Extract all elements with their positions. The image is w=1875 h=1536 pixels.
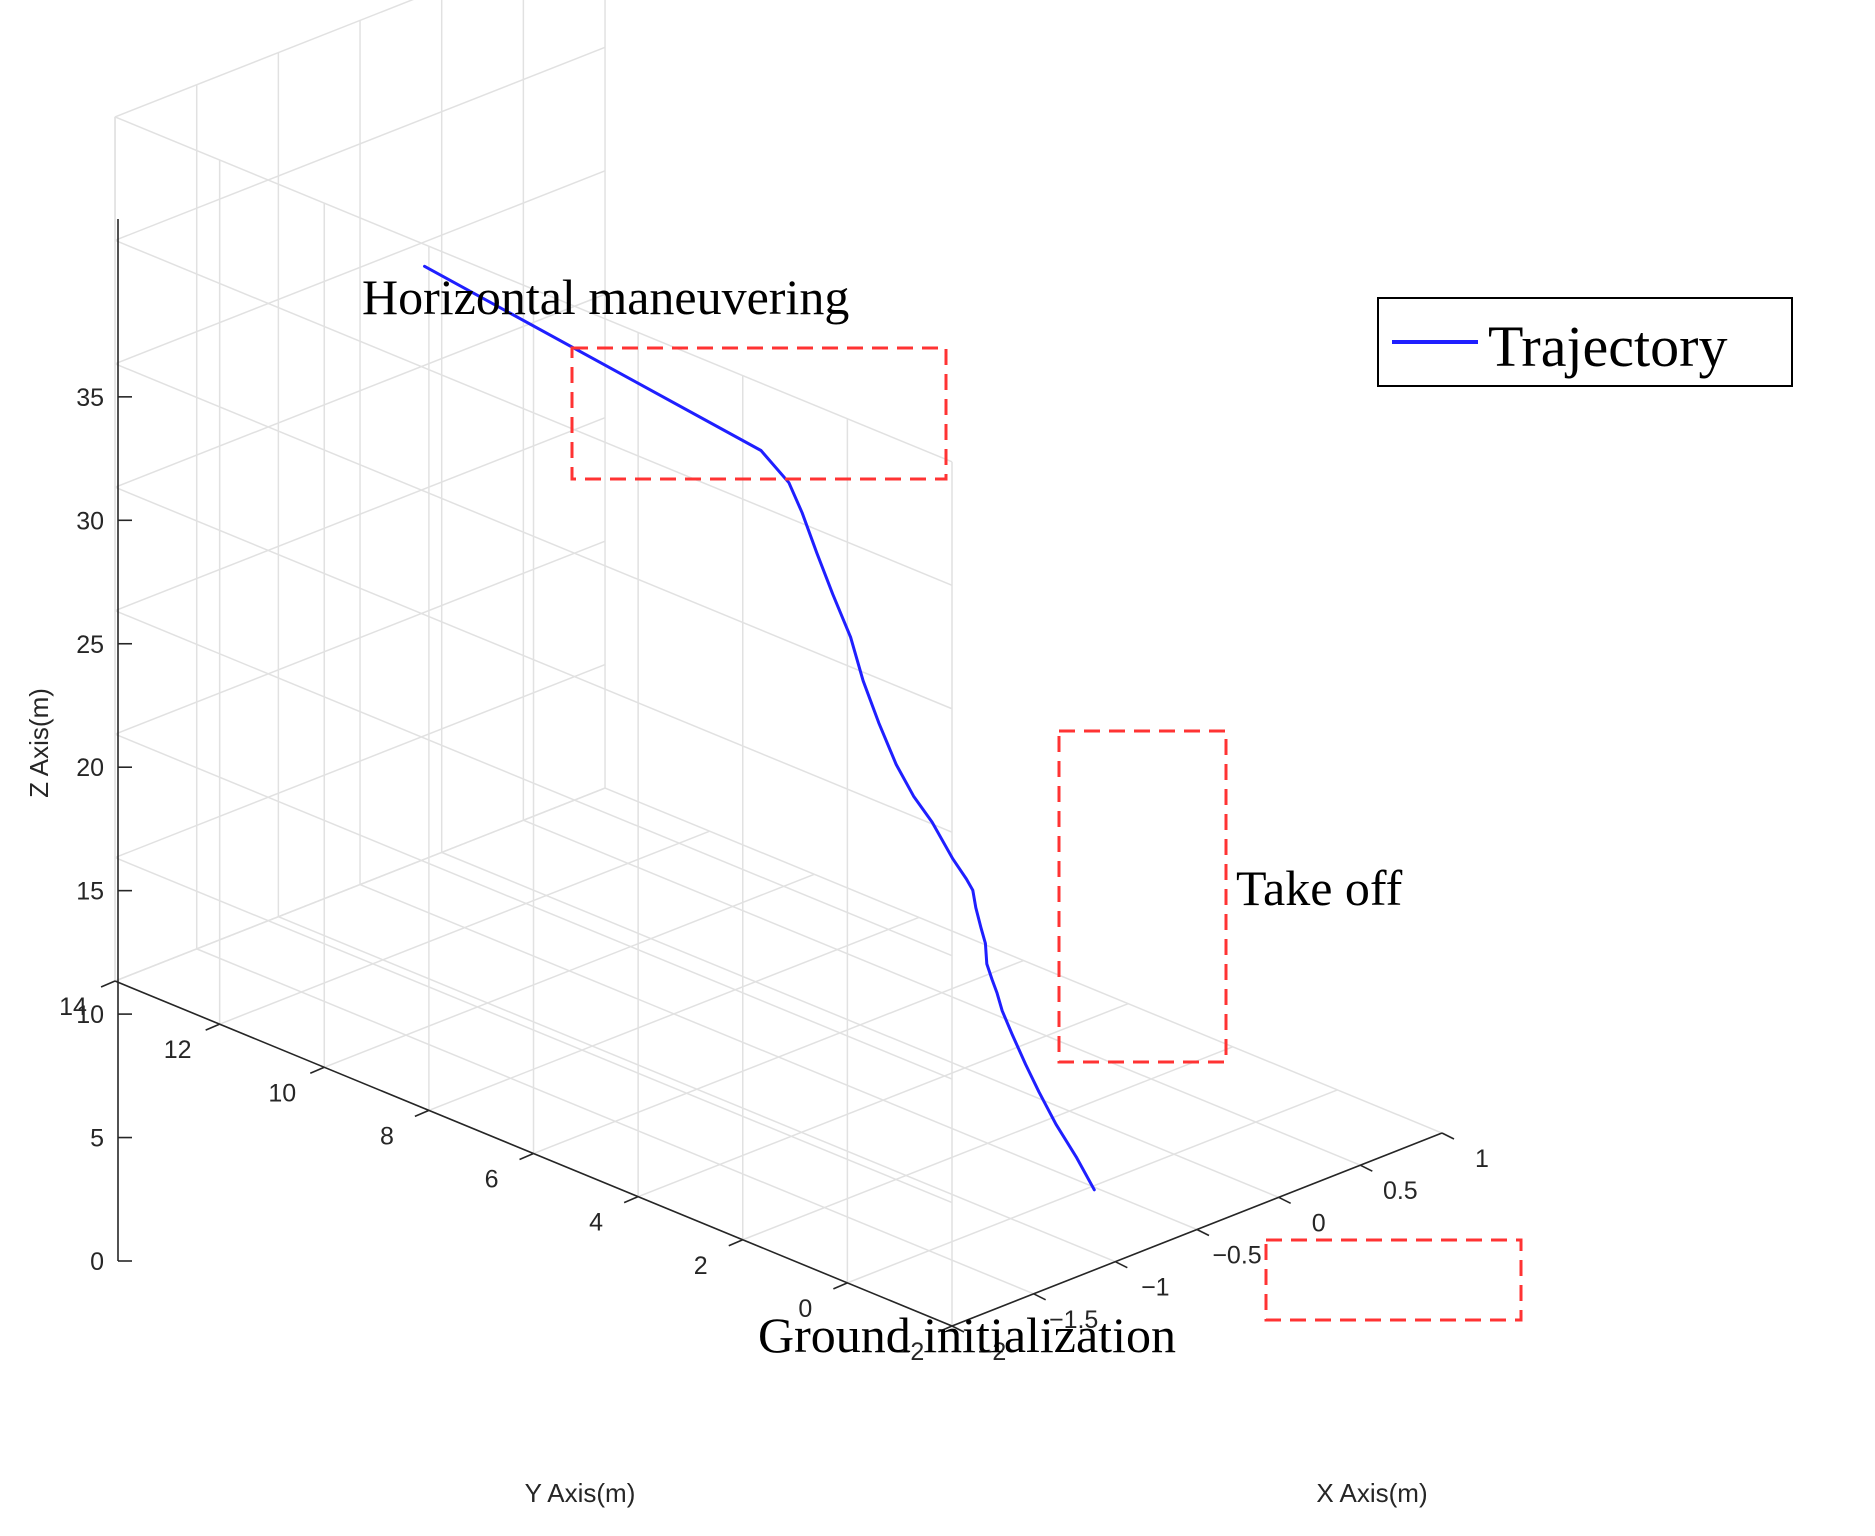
floor-gridline-y [428,916,920,1112]
z-tick-label: 35 [76,384,104,412]
wall-gridline-z [114,609,953,957]
x-tick-label: 0 [1312,1209,1326,1237]
x-tick-mark [1441,1132,1455,1140]
wall-gridline-z [114,363,953,710]
x-tick-mark [1359,1164,1373,1172]
y-tick-mark [414,1109,430,1118]
z-tick-label: 15 [76,878,104,906]
wall-gridline-z [114,46,606,242]
x-tick-mark [1196,1228,1210,1237]
ground-initialization-box [1264,1238,1523,1322]
y-tick-mark [833,1282,848,1290]
y-tick-label: 2 [694,1252,708,1280]
y-axis-label: Y Axis(m) [525,1478,636,1508]
y-tick-mark [937,1325,953,1333]
wall-gridline-z [114,239,953,586]
wall-gridline-z [114,170,606,365]
annotation-take-off: Take off [1236,860,1403,916]
x-tick-label: −0.5 [1212,1242,1261,1270]
x-tick-label: 0.5 [1383,1177,1418,1205]
x-tick-mark [951,1325,965,1333]
annotation-horizontal-maneuvering: Horizontal maneuvering [362,269,849,325]
legend: Trajectory [1377,297,1793,387]
z-tick-label: 10 [76,1001,104,1029]
y-tick-label: 4 [589,1209,603,1237]
wall-gridline-z [114,486,953,833]
axis-layer [114,219,1443,1327]
y-tick-mark [623,1195,639,1204]
x-tick-label: 1 [1475,1145,1489,1173]
z-tick-label: 5 [90,1125,104,1153]
wall-gridline-z [114,540,606,735]
z-axis-label: Z Axis(m) [24,688,54,798]
grid-layer [114,0,1443,1327]
z-tick-label: 25 [76,631,104,659]
floor-gridline-y [324,873,815,1068]
y-tick-mark [100,980,116,988]
wall-gridline-z [114,856,953,1204]
x-tick-label: −2 [978,1338,1007,1366]
wall-gridline-z [114,417,606,612]
x-tick-mark [1114,1260,1128,1269]
legend-label: Trajectory [1488,314,1727,379]
floor-gridline-y [637,1002,1129,1198]
floor-gridline-y [219,830,710,1025]
x-tick-mark [1033,1293,1047,1301]
z-tick-label: 30 [76,507,104,535]
floor-gridline-y [742,1046,1234,1241]
series-layer [423,264,1096,1192]
y-tick-label: 10 [268,1079,296,1107]
wall-gridline-z [114,0,414,118]
y-tick-label: 12 [164,1036,192,1064]
x-tick-label: −1.5 [1049,1306,1098,1334]
x-tick-label: −1 [1141,1274,1170,1302]
y-tick-mark [519,1152,534,1161]
wall-gridline-z [114,293,606,488]
y-tick-mark [728,1239,744,1247]
take-off-box [1057,729,1228,1064]
z-tick-label: 0 [90,1248,104,1276]
y-tick-mark [205,1023,220,1031]
horizontal-maneuvering-box [570,346,948,481]
trajectory-line [423,264,1096,1192]
wall-gridline-z [114,733,953,1080]
x-axis-label: X Axis(m) [1316,1478,1427,1508]
x-tick-mark [1278,1196,1292,1205]
y-tick-label: 0 [798,1295,812,1323]
y-tick-label: 14 [59,993,87,1021]
wall-gridline-z [114,116,953,463]
y-tick-mark [309,1066,325,1075]
y-tick-label: 8 [380,1122,394,1150]
floor-gridline-y [533,959,1024,1155]
wall-gridline-z [114,663,606,859]
y-tick-label: −2 [896,1338,925,1366]
tick-labels: −202468101214−2−1.5−1−0.500.510510152025… [59,384,1489,1366]
wall-gridline-z [114,787,606,982]
y-tick-label: 6 [485,1166,499,1194]
annotation-ground-initialization: Ground initialization [758,1307,1176,1363]
z-tick-label: 20 [76,754,104,782]
